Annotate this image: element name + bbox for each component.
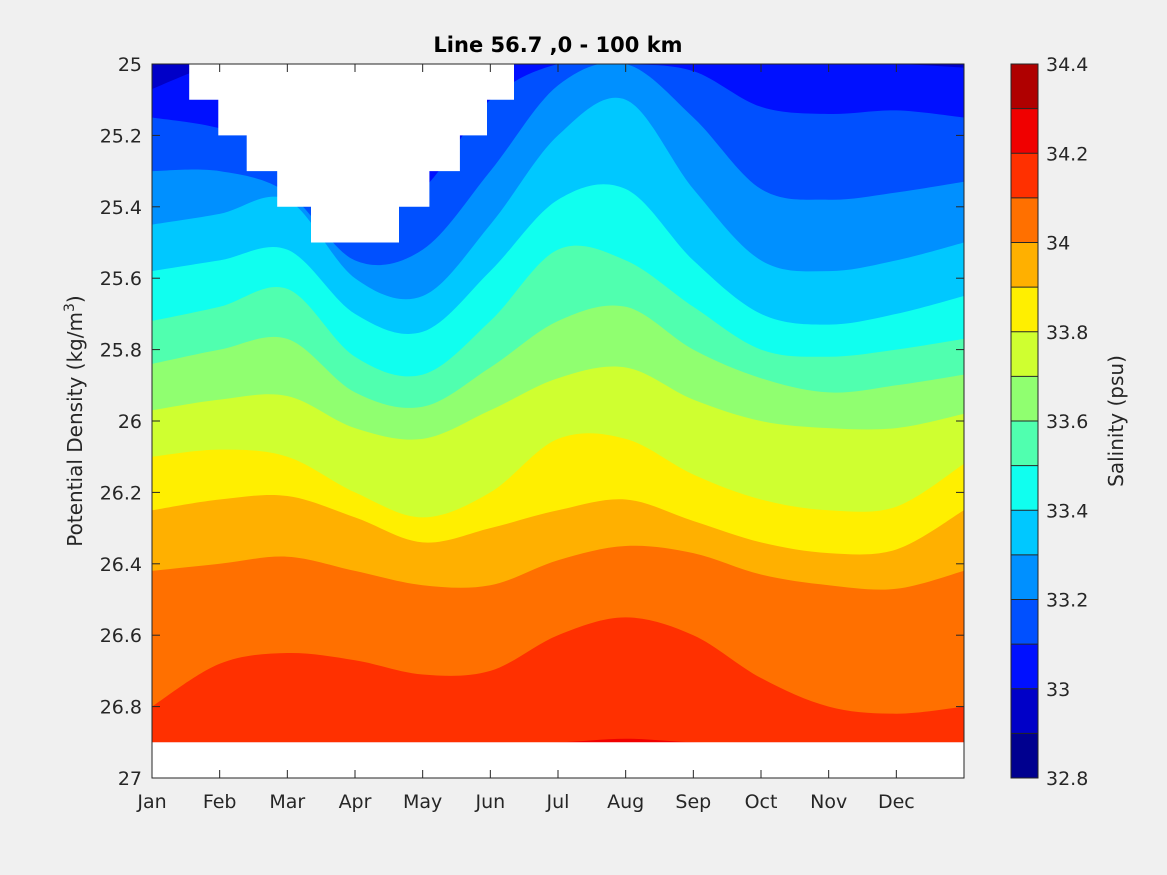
colorbar-tick-label: 33.6 <box>1046 411 1088 433</box>
y-tick-label: 26.2 <box>100 482 142 504</box>
colorbar-tick-label: 33.8 <box>1046 322 1088 344</box>
colorbar-bands <box>1011 64 1038 778</box>
contour-band-34-1 <box>152 617 964 778</box>
y-axis: 25 25.2 25.4 25.6 25.8 26 26.2 26.4 26.6 26.8 27 <box>100 54 964 790</box>
colorbar-band <box>1011 287 1038 332</box>
colorbar-band <box>1011 197 1038 243</box>
y-tick-label: 26.4 <box>100 554 142 576</box>
colorbar-band <box>1011 465 1038 511</box>
y-tick-label: 26 <box>118 411 142 433</box>
x-tick-label: Nov <box>810 791 847 813</box>
colorbar-tick-label: 32.8 <box>1046 768 1088 790</box>
x-tick-label: Jun <box>474 791 505 813</box>
x-axis: Jan Feb Mar Apr May Jun Jul Aug Sep Oct Nov Dec <box>136 64 915 813</box>
colorbar: 32.8 33 33.2 33.4 33.6 33.8 34 34.2 34.4 <box>1010 54 1088 790</box>
colorbar-band <box>1011 599 1038 645</box>
y-tick-label: 26.6 <box>100 625 142 647</box>
x-tick-label: Sep <box>675 791 711 813</box>
colorbar-band <box>1011 376 1038 421</box>
y-tick-label: 25.8 <box>100 340 142 362</box>
y-axis-label: Potential Density (kg/m3) <box>62 295 87 546</box>
x-tick-label: Oct <box>745 791 778 813</box>
colorbar-tick-label: 34.4 <box>1046 54 1088 76</box>
colorbar-band <box>1011 421 1038 466</box>
contour-fills <box>152 64 964 778</box>
x-tick-label: May <box>403 791 442 813</box>
colorbar-tick-label: 33.2 <box>1046 590 1088 612</box>
colorbar-tick-label: 33.4 <box>1046 500 1088 522</box>
no-data-bottom-band <box>152 742 964 778</box>
y-tick-label: 25.6 <box>100 268 142 290</box>
colorbar-band <box>1011 153 1038 198</box>
x-tick-label: Aug <box>607 791 644 813</box>
no-data-mask <box>152 64 964 778</box>
colorbar-band <box>1011 644 1038 689</box>
colorbar-ticks: 32.8 33 33.2 33.4 33.6 33.8 34 34.2 34.4 <box>1011 54 1088 790</box>
x-tick-label: Dec <box>878 791 915 813</box>
y-tick-label: 27 <box>118 768 142 790</box>
colorbar-tick-label: 34 <box>1046 233 1070 255</box>
y-tick-label: 25.4 <box>100 197 142 219</box>
x-tick-label: Jan <box>136 791 166 813</box>
colorbar-band <box>1011 554 1038 600</box>
no-data-notch <box>189 64 514 243</box>
plot-area: Jan Feb Mar Apr May Jun Jul Aug Sep Oct Nov Dec 252… <box>100 54 965 813</box>
colorbar-band <box>1011 242 1038 288</box>
x-tick-label: Apr <box>339 791 372 813</box>
y-tick-label: 25 <box>118 54 142 76</box>
x-tick-label: Mar <box>269 791 305 813</box>
colorbar-band <box>1011 331 1038 377</box>
chart-title: Line 56.7 ,0 - 100 km <box>433 33 682 57</box>
colorbar-label: Salinity (psu) <box>1104 355 1128 487</box>
colorbar-band <box>1011 64 1038 109</box>
colorbar-band <box>1011 688 1038 734</box>
y-tick-label: 26.8 <box>100 697 142 719</box>
colorbar-band <box>1011 510 1038 555</box>
y-tick-label: 25.2 <box>100 125 142 147</box>
colorbar-band <box>1011 733 1038 778</box>
colorbar-band <box>1011 108 1038 154</box>
colorbar-tick-label: 34.2 <box>1046 143 1088 165</box>
x-tick-label: Jul <box>546 791 570 813</box>
colorbar-tick-label: 33 <box>1046 679 1070 701</box>
x-tick-label: Feb <box>203 791 237 813</box>
